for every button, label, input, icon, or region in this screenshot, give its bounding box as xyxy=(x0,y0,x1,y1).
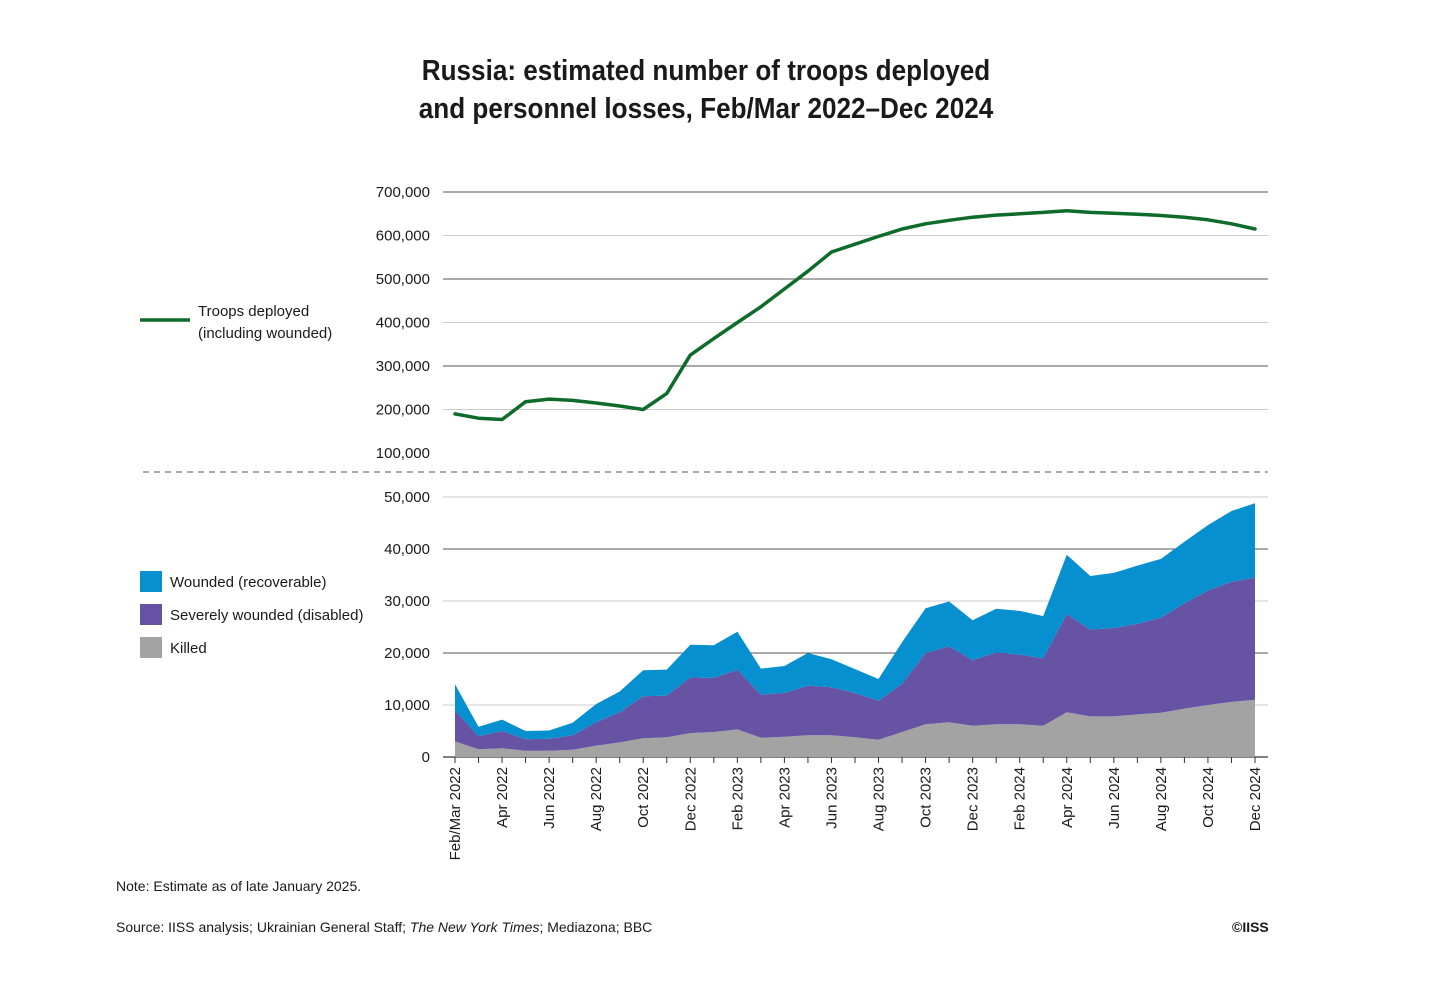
troops-y-tick-label: 700,000 xyxy=(376,184,430,201)
losses-y-tick-label: 0 xyxy=(422,749,430,766)
troops-y-tick-label: 300,000 xyxy=(376,358,430,375)
x-tick-label: Oct 2023 xyxy=(918,767,935,828)
x-tick-label: Oct 2022 xyxy=(635,767,652,828)
x-tick-label: Dec 2024 xyxy=(1247,767,1264,831)
source-suffix: ; Mediazona; BBC xyxy=(539,919,653,935)
troops-grid xyxy=(443,191,1268,410)
x-tick-label: Aug 2023 xyxy=(871,767,888,831)
legend-killed-swatch xyxy=(140,637,162,658)
x-tick-label: Feb 2024 xyxy=(1012,767,1029,830)
losses-y-tick-label: 20,000 xyxy=(384,645,430,662)
losses-y-tick-label: 40,000 xyxy=(384,541,430,558)
legend-killed-label: Killed xyxy=(170,640,207,657)
severely-wounded-area xyxy=(455,577,1255,751)
source-italic: The New York Times xyxy=(409,919,540,935)
x-tick-label: Dec 2022 xyxy=(682,767,699,831)
troops-y-tick-label: 500,000 xyxy=(376,271,430,288)
losses-y-tick-label: 30,000 xyxy=(384,593,430,610)
x-tick-label: Apr 2022 xyxy=(494,767,511,828)
x-tick-label: Dec 2023 xyxy=(965,767,982,831)
x-tick-label: Aug 2024 xyxy=(1153,767,1170,831)
legend-troops-label-line2: (including wounded) xyxy=(198,325,332,342)
legend-losses: Wounded (recoverable) Severely wounded (… xyxy=(140,571,363,658)
losses-y-tick-label: 10,000 xyxy=(384,697,430,714)
chart-title: Russia: estimated number of troops deplo… xyxy=(71,52,1342,128)
losses-areas xyxy=(455,503,1255,757)
wounded-area xyxy=(455,503,1255,740)
copyright: ©IISS xyxy=(1232,919,1269,935)
x-axis: Feb/Mar 2022 Apr 2022 Jun 2022 Aug 2022 Oct … xyxy=(447,757,1264,860)
x-tick-label: Jun 2022 xyxy=(541,767,558,829)
chart-source: Source: IISS analysis; Ukrainian General… xyxy=(116,919,652,935)
chart-title-line2: and personnel losses, Feb/Mar 2022–Dec 2… xyxy=(418,93,994,125)
legend-troops: Troops deployed (including wounded) xyxy=(140,303,332,342)
troops-y-tick-label: 400,000 xyxy=(376,315,430,332)
x-tick-label: Aug 2022 xyxy=(588,767,605,831)
troops-y-axis: 100,000 200,000 300,000 400,000 500,000 600,0… xyxy=(376,184,430,462)
x-tick-label: Apr 2023 xyxy=(776,767,793,828)
losses-y-tick-label: 50,000 xyxy=(384,489,430,506)
troops-line xyxy=(453,208,1257,422)
source-prefix: Source: IISS analysis; Ukrainian General… xyxy=(116,919,410,935)
legend-severely-wounded-swatch xyxy=(140,604,162,625)
chart-title-line1: Russia: estimated number of troops deplo… xyxy=(421,55,991,87)
troops-y-tick-label: 600,000 xyxy=(376,228,430,245)
x-tick-label: Jun 2024 xyxy=(1106,767,1123,829)
x-tick-label: Apr 2024 xyxy=(1059,767,1076,828)
killed-area xyxy=(455,699,1255,757)
legend-wounded-label: Wounded (recoverable) xyxy=(170,574,326,591)
troops-y-tick-label: 200,000 xyxy=(376,402,430,419)
troops-y-tick-label: 100,000 xyxy=(376,445,430,462)
legend-wounded-swatch xyxy=(140,571,162,592)
chart-note: Note: Estimate as of late January 2025. xyxy=(116,878,362,894)
legend-severely-wounded-label: Severely wounded (disabled) xyxy=(170,607,363,624)
x-tick-label: Feb/Mar 2022 xyxy=(447,767,464,860)
x-tick-label: Oct 2024 xyxy=(1200,767,1217,828)
x-tick-label: Feb 2023 xyxy=(729,767,746,830)
troops-line-layer xyxy=(453,208,1257,422)
x-tick-label: Jun 2023 xyxy=(824,767,841,829)
losses-y-axis: 0 10,000 20,000 30,000 40,000 50,000 xyxy=(384,489,430,766)
legend-troops-label-line1: Troops deployed xyxy=(198,303,309,320)
